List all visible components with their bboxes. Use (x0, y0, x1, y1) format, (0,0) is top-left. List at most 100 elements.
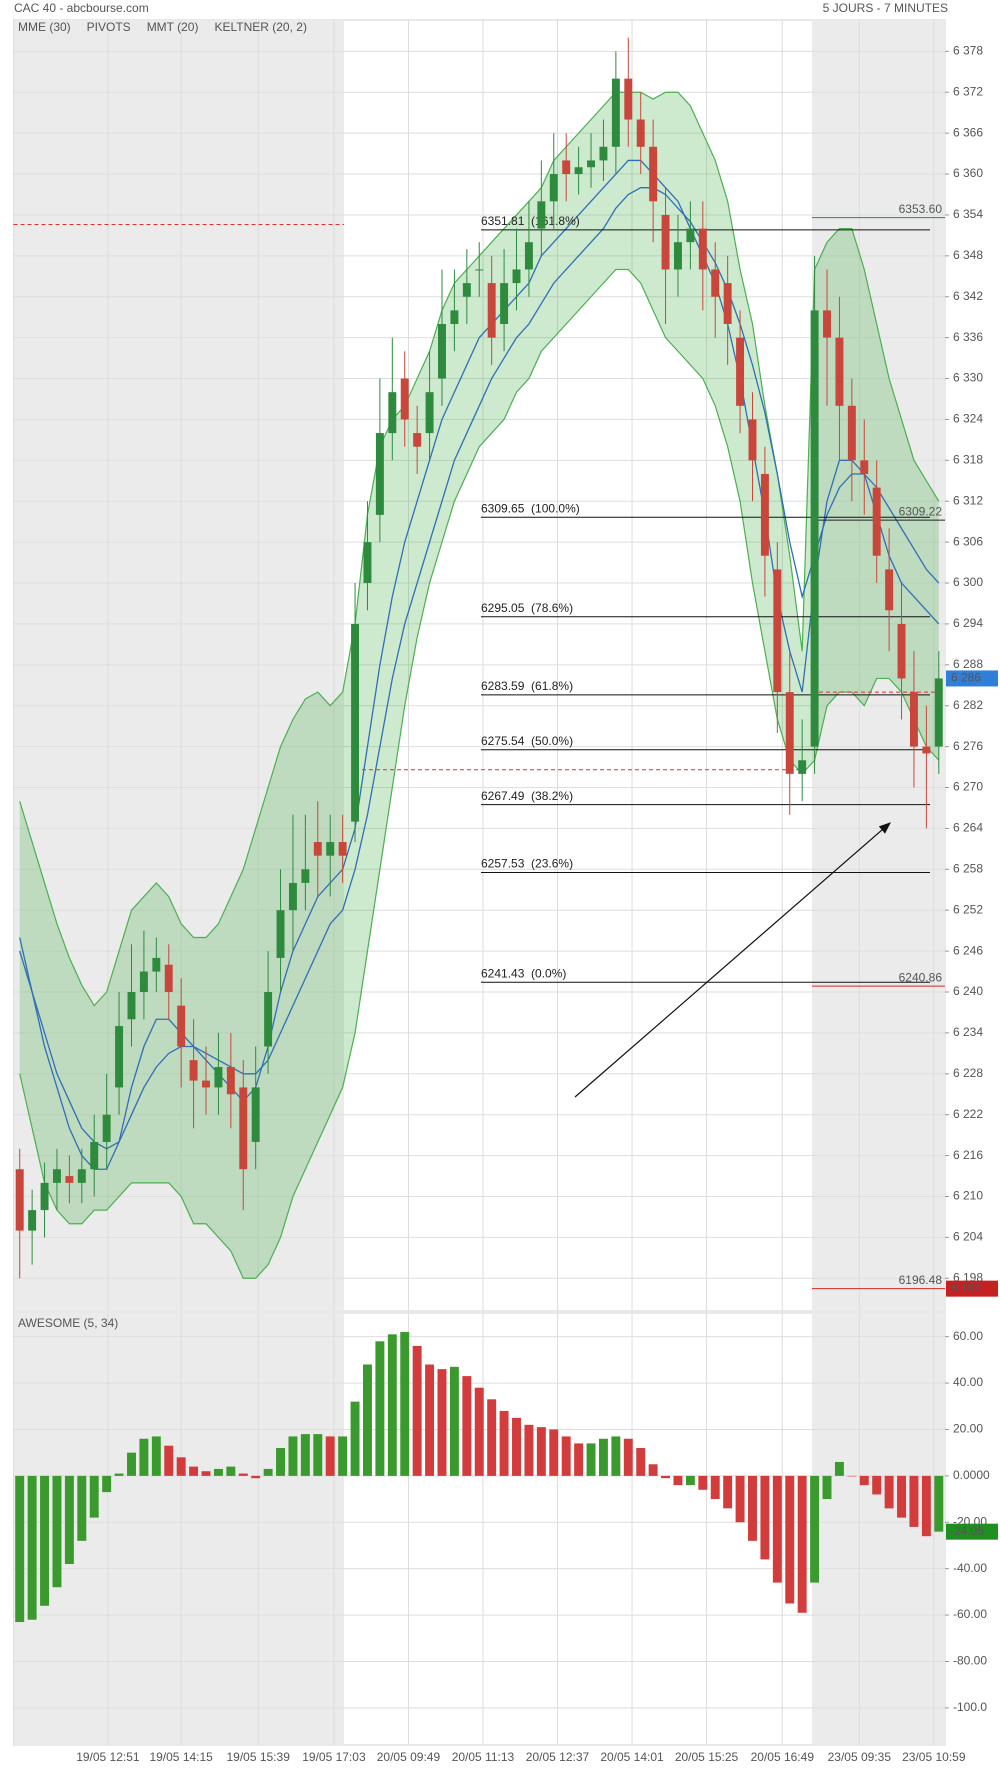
y-tick-label: 6 348 (953, 248, 983, 262)
candle-body (860, 460, 869, 474)
ao-bar (15, 1475, 25, 1623)
moving-average (19, 187, 940, 1150)
ao-bar (251, 1475, 261, 1479)
ao-bar (574, 1443, 584, 1476)
candle-body (798, 760, 807, 774)
x-tick-label: 20/05 09:49 (377, 1750, 441, 1764)
candle-body (288, 882, 297, 911)
ao-bar (350, 1401, 360, 1476)
x-tick-label: 20/05 15:25 (675, 1750, 739, 1764)
ao-bar (636, 1448, 646, 1476)
ao-bar (40, 1475, 50, 1606)
candle-body (500, 283, 509, 325)
ao-bar (661, 1475, 671, 1479)
x-tick-label: 19/05 12:51 (76, 1750, 140, 1764)
candle-body (251, 1087, 260, 1142)
candle-body (462, 283, 471, 297)
ao-bar (226, 1466, 236, 1476)
legend-entry[interactable]: MME (30) (18, 20, 71, 34)
candle-body (363, 542, 372, 584)
ao-bar (102, 1475, 112, 1493)
ao-bar (77, 1475, 87, 1541)
ao-bar (300, 1434, 310, 1476)
candle-body (760, 473, 769, 556)
candle-body (587, 160, 596, 168)
y-tick-label: 6 282 (953, 698, 983, 712)
candle-body (885, 569, 894, 611)
candle-body (313, 842, 322, 856)
candle-body (189, 1060, 198, 1081)
y-tick-label: 6 246 (953, 943, 983, 957)
candle-body (164, 964, 173, 992)
ao-bar (362, 1364, 372, 1476)
candle-body (115, 1026, 124, 1088)
ao-bar (623, 1438, 633, 1476)
candle-body (15, 1169, 24, 1231)
candle-body (611, 78, 620, 147)
y-tick-label: 6 360 (953, 166, 983, 180)
candle-body (847, 405, 856, 461)
legend-entry[interactable]: PIVOTS (87, 20, 131, 34)
price-badge (946, 1280, 998, 1297)
candle-body (202, 1080, 210, 1088)
candle-body (351, 623, 360, 822)
candle-body (810, 310, 819, 747)
level-label: 6353.60 (899, 202, 943, 216)
candle-body (934, 678, 943, 747)
candle-body (736, 337, 745, 406)
x-tick-label: 20/05 11:13 (452, 1750, 515, 1764)
ao-bar (487, 1399, 497, 1476)
candle-body (102, 1114, 111, 1142)
chart-subtitle: 5 JOURS - 7 MINUTES (823, 1, 948, 15)
candle-body (264, 991, 273, 1047)
ao-bar (673, 1475, 683, 1486)
ao-bar (710, 1475, 720, 1500)
ao-bar (561, 1436, 571, 1476)
ao-bar (685, 1475, 695, 1486)
annotation-arrow (574, 822, 891, 1098)
candle-body (301, 869, 310, 883)
candle-body (239, 1087, 248, 1170)
candle-body (326, 842, 335, 856)
candle-body (425, 392, 434, 434)
ao-bar (921, 1475, 931, 1537)
ao-bar (760, 1475, 770, 1560)
candle-body (673, 242, 682, 270)
y-tick-label: 6 312 (953, 493, 983, 507)
y-tick-label: 40.00 (953, 1375, 983, 1389)
level-label: 6309.22 (899, 504, 943, 518)
candle-body (872, 487, 881, 556)
y-tick-label: 6 372 (953, 84, 983, 98)
ao-bar (834, 1461, 844, 1476)
y-tick-label: 6 288 (953, 657, 983, 671)
ao-bar (213, 1468, 223, 1476)
fib-label: 6257.53 (23.6%) (481, 857, 573, 871)
ao-bar (201, 1471, 211, 1476)
candle-body (686, 228, 695, 243)
ao-bar (797, 1475, 807, 1613)
candle-body (475, 269, 484, 271)
candle-body (226, 1066, 235, 1095)
session-shade (13, 1313, 344, 1745)
y-tick-label: 6 252 (953, 902, 983, 916)
ao-bar (723, 1475, 733, 1509)
moving-average (19, 159, 940, 1170)
candle-body (139, 971, 148, 992)
candle-body (773, 569, 782, 693)
legend-entry[interactable]: MMT (20) (147, 20, 199, 34)
session-shade (13, 20, 344, 1311)
ao-bar (847, 1475, 857, 1477)
ao-bar (785, 1475, 795, 1604)
candle-body (450, 310, 459, 325)
ao-bar (934, 1475, 944, 1532)
legend-entry[interactable]: KELTNER (20, 2) (214, 20, 306, 34)
y-tick-label: 6 336 (953, 330, 983, 344)
y-tick-label: 20.00 (953, 1422, 983, 1436)
candle-body (897, 623, 906, 679)
ao-bar (263, 1468, 273, 1476)
candle-body (922, 746, 931, 754)
ao-bar (698, 1475, 708, 1490)
candle-body (549, 174, 558, 202)
ao-bar (387, 1334, 397, 1476)
